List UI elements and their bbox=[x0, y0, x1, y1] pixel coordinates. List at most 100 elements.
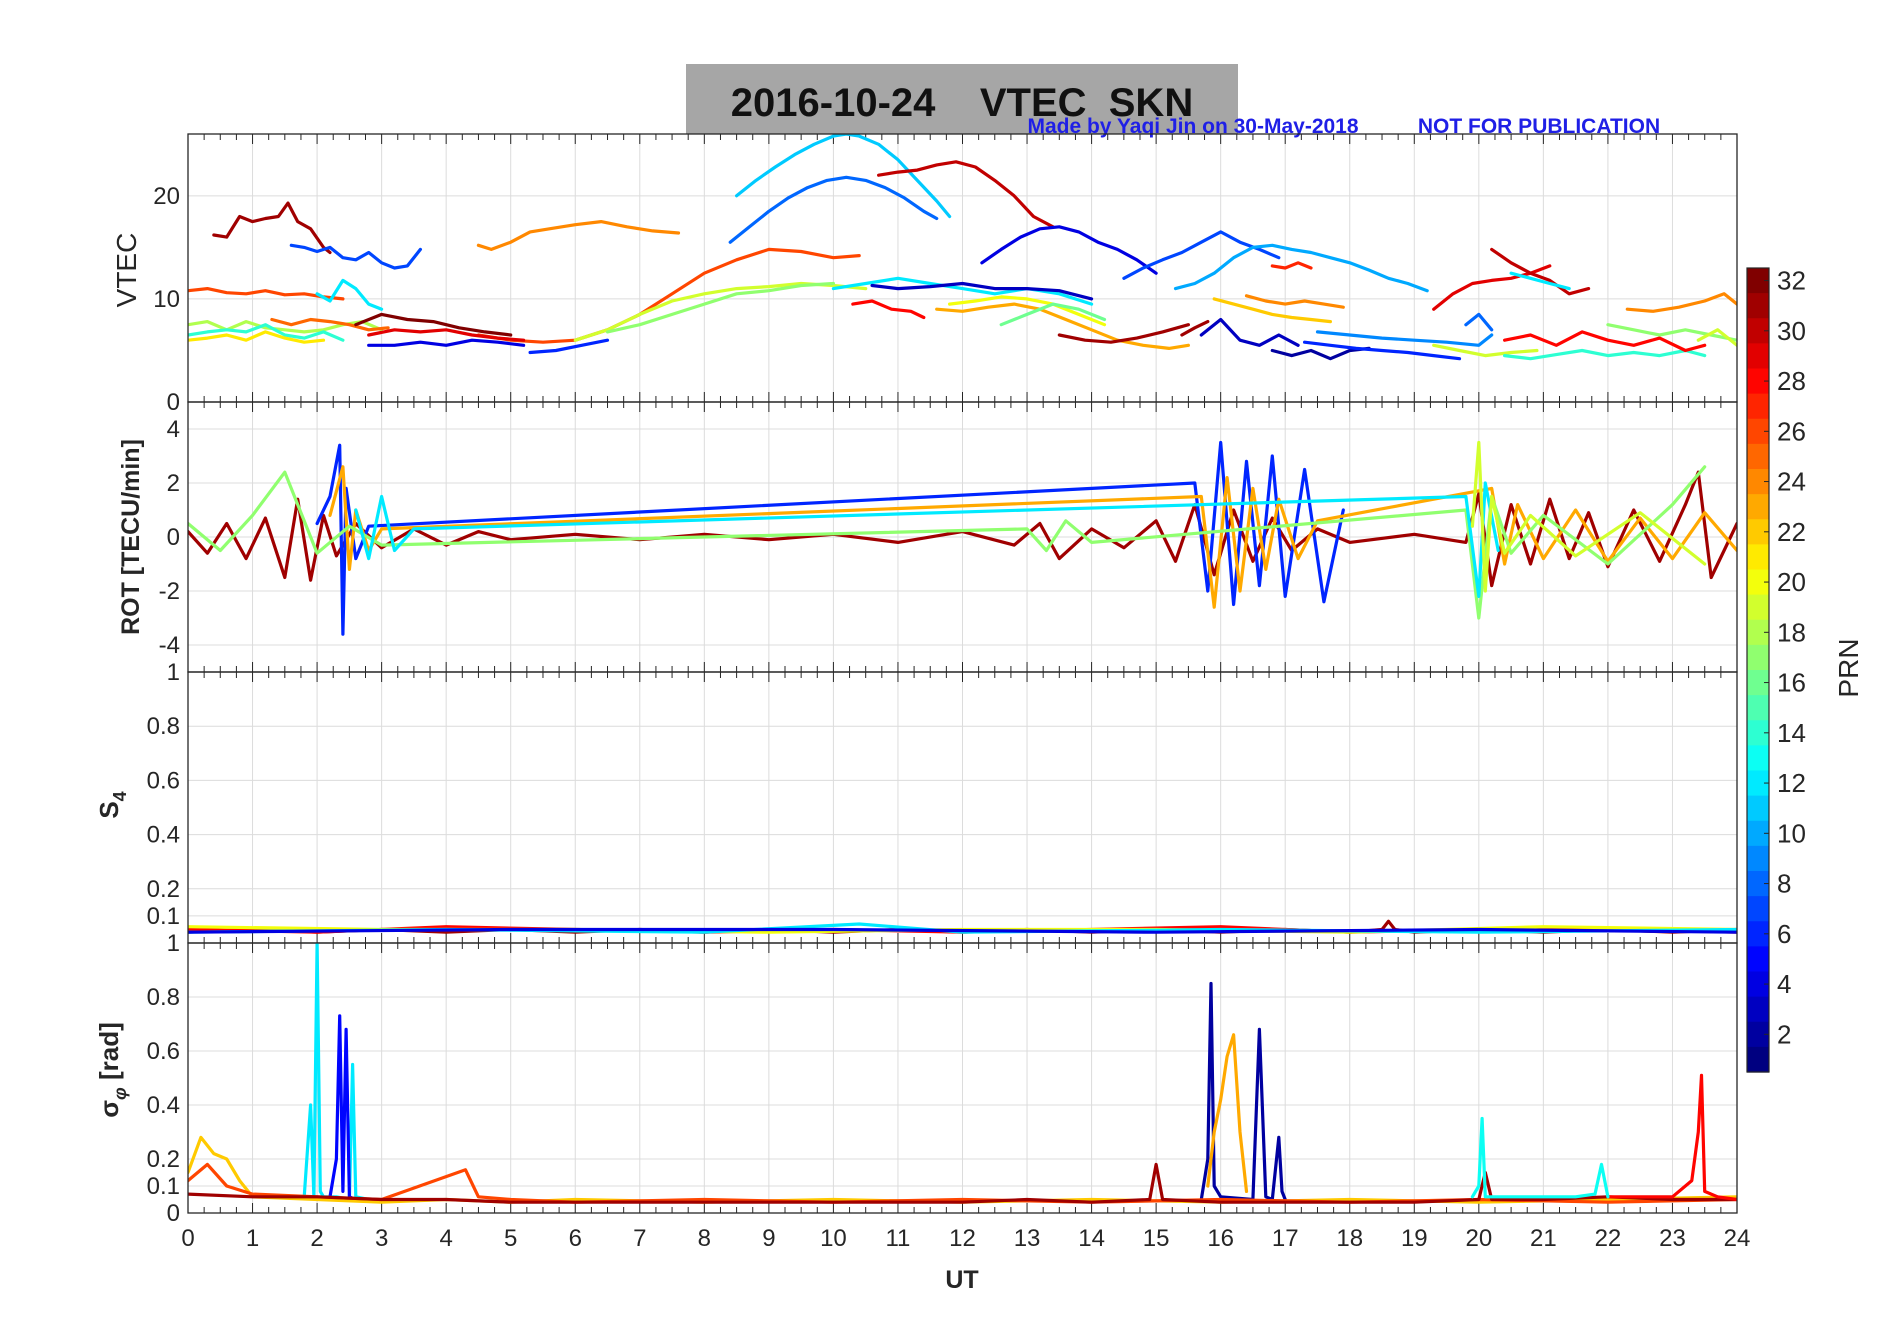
series-prn-2 bbox=[1199, 981, 1287, 1202]
series-prn-14 bbox=[1502, 348, 1707, 361]
series-prn-19 bbox=[1696, 328, 1737, 347]
colorbar-segment bbox=[1747, 971, 1769, 998]
series-prn-24 bbox=[476, 220, 681, 251]
series-prn-6 bbox=[1302, 340, 1462, 361]
series-prn-10 bbox=[1173, 243, 1429, 293]
series-prn-19 bbox=[1432, 343, 1539, 358]
x-tick-label: 19 bbox=[1401, 1225, 1428, 1252]
x-axis-title: UT bbox=[945, 1266, 978, 1294]
y-tick-label: 0.8 bbox=[147, 713, 180, 740]
colorbar-segment bbox=[1747, 469, 1769, 495]
colorbar-tick-label: 10 bbox=[1777, 818, 1806, 848]
y-tick-label: 10 bbox=[153, 286, 180, 313]
x-tick-label: 21 bbox=[1530, 1225, 1557, 1252]
series-prn-24 bbox=[1244, 294, 1345, 309]
colorbar-segment bbox=[1747, 795, 1769, 822]
series-prn-4 bbox=[367, 338, 526, 347]
s4-panel: 0.10.2 0.4 0.6 0.8 1 bbox=[147, 659, 1738, 944]
series-prn-23 bbox=[935, 302, 1191, 350]
series-prn-23 bbox=[1206, 1033, 1249, 1194]
colorbar-segment bbox=[1747, 871, 1769, 897]
x-tick-label: 20 bbox=[1465, 1225, 1492, 1252]
vtec-panel: 0 10 20 bbox=[153, 133, 1738, 416]
colorbar-segment bbox=[1747, 318, 1769, 344]
y-tick-label: 0.1 bbox=[147, 903, 180, 930]
series-prn-28 bbox=[851, 299, 926, 320]
y-tick-label: 4 bbox=[167, 416, 180, 443]
series-prn-16 bbox=[999, 302, 1107, 327]
series-prn-2 bbox=[1270, 346, 1371, 361]
x-tick-label: 22 bbox=[1595, 1225, 1622, 1252]
x-tick-label: 9 bbox=[762, 1225, 775, 1252]
s4-ylabel: S4 bbox=[94, 791, 130, 818]
series-prn-12 bbox=[315, 278, 384, 311]
colorbar-tick-label: 18 bbox=[1777, 617, 1806, 647]
y-tick-label: 1 bbox=[167, 659, 180, 686]
x-tick-label: 17 bbox=[1272, 1225, 1299, 1252]
colorbar-segment bbox=[1747, 443, 1769, 470]
x-tick-label: 24 bbox=[1724, 1225, 1751, 1252]
series-prn-31 bbox=[188, 1162, 1737, 1204]
colorbar-segment bbox=[1747, 619, 1769, 646]
colorbar-tick-label: 14 bbox=[1777, 718, 1806, 748]
x-tick-label: 0 bbox=[181, 1225, 194, 1252]
series-prn-26 bbox=[188, 287, 345, 301]
series-prn-22 bbox=[1212, 297, 1333, 324]
series-prn-17 bbox=[188, 465, 1707, 620]
y-tick-label: -2 bbox=[159, 578, 180, 605]
colorbar-segment bbox=[1747, 921, 1769, 947]
colorbar-segment bbox=[1747, 745, 1769, 772]
series-prn-20 bbox=[947, 295, 1107, 327]
y-tick-label: 0.4 bbox=[147, 822, 180, 849]
title-background bbox=[686, 64, 1238, 134]
colorbar-segment bbox=[1747, 393, 1769, 420]
colorbar-tick-label: 22 bbox=[1777, 517, 1806, 547]
series-prn-30 bbox=[1490, 247, 1591, 296]
series-prn-3 bbox=[870, 281, 1094, 301]
series-prn-23 bbox=[328, 465, 1737, 609]
credit-text: Made by Yaqi Jin on 30-May-2018 bbox=[1027, 115, 1358, 138]
series-prn-6 bbox=[315, 440, 1345, 636]
y-tick-label: 0 bbox=[167, 389, 180, 416]
x-tick-label: 11 bbox=[885, 1225, 910, 1252]
series-prn-7 bbox=[1122, 230, 1281, 280]
series-prn-7 bbox=[289, 243, 422, 270]
colorbar-tick-label: 6 bbox=[1777, 919, 1791, 949]
series-prn-19 bbox=[1470, 440, 1707, 593]
series-prn-30 bbox=[876, 160, 1055, 229]
colorbar-tick-label: 26 bbox=[1777, 416, 1806, 446]
colorbar-tick-label: 28 bbox=[1777, 366, 1806, 396]
colorbar-tick-label: 30 bbox=[1777, 316, 1806, 346]
colorbar-segment bbox=[1747, 343, 1769, 370]
x-tick-label: 23 bbox=[1659, 1225, 1686, 1252]
x-tick-label: 1 bbox=[246, 1225, 259, 1252]
colorbar-segment bbox=[1747, 494, 1769, 520]
series-prn-28 bbox=[1606, 1073, 1737, 1202]
series-prn-31 bbox=[1057, 323, 1191, 344]
sigma-phi-panel: 00.10.20.40.60.810 1 2 3 4 5 6 7 8 9 10 11 12 13 14 15 1… bbox=[147, 930, 1751, 1252]
x-tick-label: 14 bbox=[1078, 1225, 1105, 1252]
series-prn-4 bbox=[188, 927, 1737, 934]
y-tick-label: 0.2 bbox=[147, 1146, 180, 1173]
vtec-ylabel: VTEC bbox=[111, 233, 142, 308]
x-tick-label: 6 bbox=[569, 1225, 582, 1252]
x-tick-label: 8 bbox=[698, 1225, 711, 1252]
series-prn-12 bbox=[831, 276, 1094, 306]
colorbar-tick-label: 32 bbox=[1777, 266, 1806, 296]
series-prn-17 bbox=[605, 281, 836, 334]
series-prn-4 bbox=[980, 225, 1158, 275]
x-tick-label: 16 bbox=[1207, 1225, 1234, 1252]
series-prn-12 bbox=[1509, 271, 1571, 291]
y-tick-label: 0 bbox=[167, 524, 180, 551]
y-tick-label: 0.2 bbox=[147, 876, 180, 903]
series-prn-8 bbox=[1464, 312, 1494, 332]
x-tick-label: 18 bbox=[1336, 1225, 1363, 1252]
colorbar-tick-label: 8 bbox=[1777, 869, 1791, 899]
x-tick-label: 4 bbox=[439, 1225, 452, 1252]
colorbar-tick-label: 4 bbox=[1777, 969, 1791, 999]
x-tick-label: 2 bbox=[310, 1225, 323, 1252]
colorbar-segment bbox=[1747, 569, 1769, 596]
y-tick-label: 0.8 bbox=[147, 984, 180, 1011]
colorbar-segment bbox=[1747, 996, 1769, 1023]
